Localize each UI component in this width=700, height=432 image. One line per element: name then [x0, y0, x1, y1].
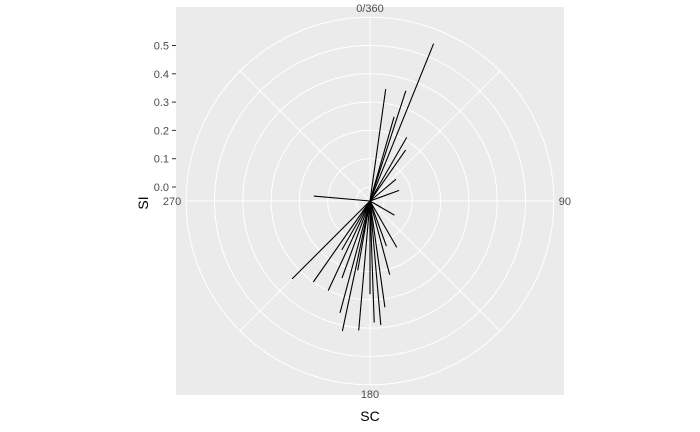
segment [357, 200, 371, 271]
ring-gridline [270, 101, 470, 301]
angle-tick-label: 180 [361, 389, 379, 401]
segment [369, 200, 398, 248]
segment [291, 200, 371, 280]
segment [369, 200, 375, 323]
segment [369, 90, 407, 202]
radius-tick-label: 0.4 [154, 69, 169, 81]
x-axis-title: SC [360, 408, 379, 424]
segment [369, 149, 407, 202]
segment [341, 200, 371, 332]
angle-tick-label: 0/360 [356, 3, 384, 15]
ring-gridline [242, 73, 498, 329]
radius-tick-labels: 0.0 0.1 0.2 0.3 0.4 0.5 [154, 41, 176, 194]
angle-tick-label: 270 [163, 196, 181, 208]
radius-tick-label: 0.5 [154, 41, 169, 53]
segment [369, 200, 386, 308]
segment [339, 200, 371, 314]
radius-tick-label: 0.1 [154, 154, 169, 166]
segment [327, 200, 371, 291]
segment [313, 195, 371, 202]
y-axis-title: SI [135, 196, 151, 209]
segment [369, 200, 391, 275]
segment [369, 200, 387, 247]
radius-tick-label: 0.3 [154, 97, 169, 109]
segment [369, 137, 408, 202]
angle-tick-labels: 0/360 90 180 270 [163, 3, 571, 401]
segment [369, 178, 397, 202]
segment [369, 200, 395, 216]
segment [341, 200, 371, 279]
segment [369, 43, 435, 202]
segment [341, 200, 371, 251]
segment [369, 189, 400, 202]
segment [358, 200, 371, 331]
radius-tick-label: 0.2 [154, 125, 169, 137]
segment [369, 200, 382, 325]
segment [369, 89, 387, 202]
radial-gridline [369, 200, 501, 332]
radius-tick-label: 0.0 [154, 182, 169, 194]
outer-ring-gridline [185, 16, 555, 386]
ring-gridline [214, 45, 526, 357]
radial-gridline [239, 70, 371, 202]
radial-gridline [369, 70, 501, 202]
segment [312, 200, 371, 283]
segment [369, 116, 395, 202]
data-segments [291, 43, 435, 332]
angle-tick-label: 90 [559, 196, 571, 208]
